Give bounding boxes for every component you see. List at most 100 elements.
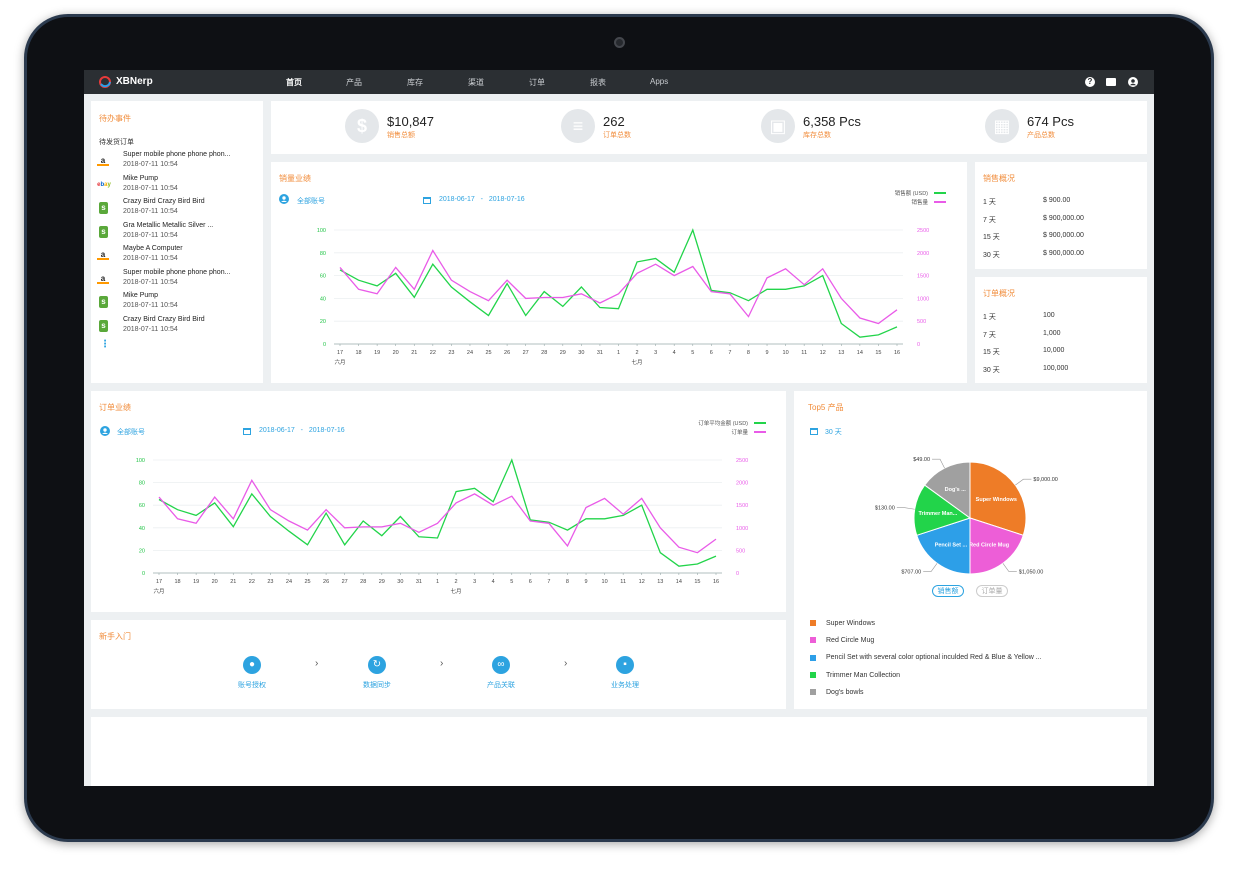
amazon-icon: a — [97, 273, 109, 284]
dollar-icon: $ — [345, 109, 379, 143]
top5-range-select[interactable]: 30 天 — [825, 429, 842, 436]
x-group-label: 七月 — [451, 587, 462, 595]
y-tick-label: 40 — [139, 526, 145, 532]
order-date-range[interactable]: 2018-06-17 - 2018-07-16 — [259, 427, 345, 434]
summary-period: 1 天 — [983, 314, 996, 321]
kpi-label: 销售总额 — [387, 132, 415, 139]
pie-leader-line — [1002, 563, 1017, 572]
kpi-label: 产品总数 — [1027, 132, 1055, 139]
x-tick-label: 1 — [617, 350, 620, 356]
toggle-orders[interactable]: 订单量 — [976, 585, 1008, 597]
x-tick-label: 30 — [578, 350, 584, 356]
nav-inventory[interactable]: 库存 — [407, 78, 423, 87]
summary-period: 30 天 — [983, 251, 1000, 259]
top-navbar: XBNerp 首页 产品 库存 渠道 订单 报表 Apps ? — [84, 70, 1154, 94]
step-link[interactable]: ∞ 产品关联 — [461, 656, 541, 690]
todo-item[interactable]: a Super mobile phone phone phon... 2018-07… — [97, 269, 257, 291]
x-tick-label: 13 — [838, 350, 844, 356]
x-tick-label: 12 — [639, 579, 645, 585]
legend-swatch — [810, 637, 816, 644]
todo-item[interactable]: a Super mobile phone phone phon... 2018-07… — [97, 151, 257, 173]
x-tick-label: 21 — [411, 350, 417, 356]
toggle-sales[interactable]: 销售额 — [932, 585, 964, 597]
nav-orders[interactable]: 订单 — [529, 78, 545, 87]
todo-item[interactable]: a Maybe A Computer 2018-07-11 10:54 — [97, 245, 257, 267]
step-account[interactable]: ● 账号授权 — [212, 656, 292, 690]
top5-pie-chart: Super Windows $9,000.00 Red Circle Mug $1,0… — [875, 457, 1058, 575]
todo-item[interactable]: s Crazy Bird Crazy Bird Bird 2018-07-11 10… — [97, 198, 257, 220]
legend-swatch — [810, 688, 816, 695]
x-tick-label: 26 — [504, 350, 510, 356]
x-tick-label: 30 — [397, 579, 403, 585]
legend-label: Super Windows — [826, 620, 876, 627]
x-tick-label: 8 — [747, 350, 750, 356]
x-group-label: 六月 — [334, 358, 345, 366]
nav-reports[interactable]: 报表 — [590, 78, 606, 87]
sales-summary-card: 销售概况 1 天 $ 900.00 7 天 $ 900,000.00 15 天 $ 900… — [975, 162, 1147, 269]
x-tick-label: 15 — [875, 350, 881, 356]
pie-slice-label: Red Circle Mug — [969, 542, 1009, 548]
kpi-value: 262 — [603, 114, 625, 129]
pie-legend-item[interactable]: Red Circle Mug — [810, 637, 874, 644]
pie-legend-item[interactable]: Pencil Set with several color optional i… — [810, 654, 1042, 661]
pie-legend-item[interactable]: Dog's bowls — [810, 689, 864, 696]
todo-item[interactable]: s Crazy Bird Crazy Bird Bird 2018-07-11 10… — [97, 316, 257, 338]
y-tick-label: 60 — [139, 503, 145, 509]
order-account-select[interactable]: 全部账号 — [117, 429, 145, 436]
y-tick-label: 20 — [139, 548, 145, 554]
legend-label: Red Circle Mug — [826, 637, 875, 645]
nav-products[interactable]: 产品 — [346, 78, 362, 87]
x-tick-label: 31 — [416, 579, 422, 585]
help-icon[interactable]: ? — [1085, 77, 1095, 87]
x-tick-label: 10 — [602, 579, 608, 585]
kpi-2: ▣ 6,358 Pcs 库存总数 — [761, 109, 941, 147]
step-briefcase[interactable]: ▪ 业务处理 — [585, 656, 665, 690]
x-tick-label: 7 — [547, 579, 550, 585]
kpi-card: $ $10,847 销售总额 ≡ 262 订单总数 ▣ 6,358 Pcs 库存总数 ▦ 674 P… — [271, 101, 1147, 154]
top5-title: Top5 产品 — [808, 403, 844, 412]
pie-slice-label: Trimmer Man... — [919, 511, 958, 517]
kpi-label: 订单总数 — [603, 132, 631, 139]
link-icon: ∞ — [492, 656, 510, 674]
x-tick-label: 6 — [710, 350, 713, 356]
user-icon[interactable] — [1128, 77, 1138, 87]
todo-item[interactable]: ebay Mike Pump 2018-07-11 10:54 — [97, 175, 257, 197]
pie-slice — [916, 517, 971, 575]
todo-item-time: 2018-07-11 10:54 — [123, 184, 178, 192]
x-tick-label: 25 — [485, 350, 491, 356]
step-sync[interactable]: ↻ 数据同步 — [337, 656, 417, 690]
nav-channels[interactable]: 渠道 — [468, 78, 484, 87]
legend-swatch — [810, 620, 816, 627]
x-group-label: 七月 — [632, 358, 643, 366]
x-tick-label: 28 — [360, 579, 366, 585]
nav-home[interactable]: 首页 — [286, 78, 302, 87]
todo-item-time: 2018-07-11 10:54 — [123, 255, 178, 262]
mail-icon[interactable] — [1106, 78, 1116, 86]
todo-item-name: Maybe A Computer — [123, 245, 183, 252]
sync-icon: ↻ — [368, 656, 386, 674]
pie-slice — [969, 461, 1027, 536]
pie-legend-item[interactable]: Super Windows — [810, 620, 875, 627]
legend-swatch — [810, 671, 816, 678]
sales-account-select[interactable]: 全部账号 — [297, 198, 325, 205]
pie-legend-item[interactable]: Trimmer Man Collection — [810, 672, 900, 679]
y-tick-label: 0 — [323, 342, 326, 348]
x-tick-label: 14 — [857, 350, 863, 356]
x-tick-label: 21 — [230, 579, 236, 585]
nav-apps[interactable]: Apps — [650, 77, 669, 86]
legend-label: 订单量 — [731, 428, 748, 436]
more-icon[interactable]: ⋮ — [100, 339, 110, 350]
summary-value: $ 900.00 — [1043, 197, 1071, 204]
sales-date-range[interactable]: 2018-06-17 - 2018-07-16 — [439, 196, 525, 203]
step-label: 产品关联 — [487, 682, 515, 689]
summary-value: $ 900,000.00 — [1043, 214, 1084, 222]
y2-tick-label: 0 — [736, 571, 739, 577]
y2-tick-label: 1000 — [917, 296, 929, 302]
todo-item-time: 2018-07-11 10:54 — [123, 325, 178, 333]
top5-card: Top5 产品 30 天 Super Windows $9,000.00 Red C… — [794, 391, 1147, 709]
todo-card: 待办事件 待发货订单 a Super mobile phone phone pho… — [91, 101, 263, 383]
series-line-1 — [158, 478, 717, 554]
todo-item[interactable]: s Mike Pump 2018-07-11 10:54 — [97, 292, 257, 314]
todo-item[interactable]: s Gra Metallic Metallic Silver ... 2018-07… — [97, 222, 257, 244]
logo-icon — [99, 76, 111, 88]
